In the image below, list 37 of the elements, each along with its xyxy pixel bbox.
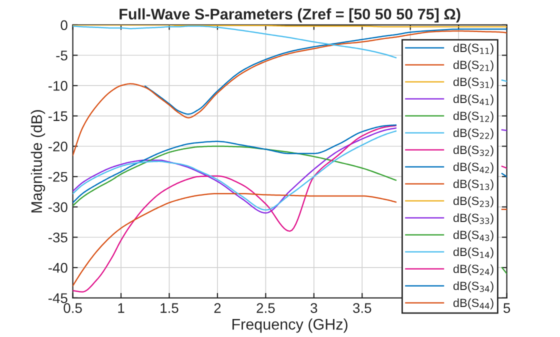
x-tick-label: 5 — [503, 303, 510, 313]
y-tick-label: -25 — [48, 172, 68, 182]
y-tick-label: 0 — [60, 20, 68, 30]
legend-label: dB(S$_{14}$) — [453, 247, 494, 258]
chart-title: Full-Wave S-Parameters (Zref = [50 50 50 75] Ω) — [120, 8, 460, 23]
y-tick-label: -15 — [48, 111, 68, 122]
y-tick-label: -20 — [48, 142, 68, 152]
legend-label: dB(S$_{34}$) — [453, 281, 494, 292]
y-tick-label: -45 — [48, 293, 68, 304]
y-axis-title: Magnitude (dB) — [30, 110, 46, 212]
x-tick-label: 0.5 — [64, 303, 82, 313]
legend-label: dB(S$_{33}$) — [453, 213, 494, 224]
legend-label: dB(S$_{44}$) — [453, 298, 494, 310]
y-tick-label: -35 — [48, 232, 68, 242]
legend-label: dB(S$_{31}$) — [453, 77, 494, 88]
y-tick-label: -40 — [48, 262, 68, 273]
legend-label: dB(S$_{42}$) — [453, 162, 494, 174]
y-tick-label: -10 — [48, 80, 68, 91]
y-tick-label: -5 — [56, 50, 68, 60]
y-tick-label: -30 — [48, 202, 68, 212]
legend-label: dB(S$_{13}$) — [453, 179, 494, 190]
legend-label: dB(S$_{11}$) — [453, 43, 494, 54]
legend-label: dB(S$_{22}$) — [453, 128, 494, 140]
legend-label: dB(S$_{21}$) — [453, 60, 494, 72]
x-tick-label: 3 — [310, 303, 318, 313]
legend-label: dB(S$_{32}$) — [453, 145, 494, 156]
x-tick-label: 1 — [118, 303, 124, 313]
x-tick-label: 3.5 — [353, 303, 372, 313]
x-tick-label: 2 — [214, 303, 221, 313]
legend-label: dB(S$_{12}$) — [453, 111, 494, 122]
x-tick-label: 2.5 — [256, 303, 275, 313]
x-tick-label: 1.5 — [160, 303, 178, 313]
legend-label: dB(S$_{23}$) — [453, 196, 494, 208]
x-axis-title: Frequency (GHz) — [232, 318, 348, 333]
legend-label: dB(S$_{43}$) — [453, 230, 494, 242]
legend-label: dB(S$_{24}$) — [453, 264, 494, 276]
legend-label: dB(S$_{41}$) — [453, 94, 494, 106]
